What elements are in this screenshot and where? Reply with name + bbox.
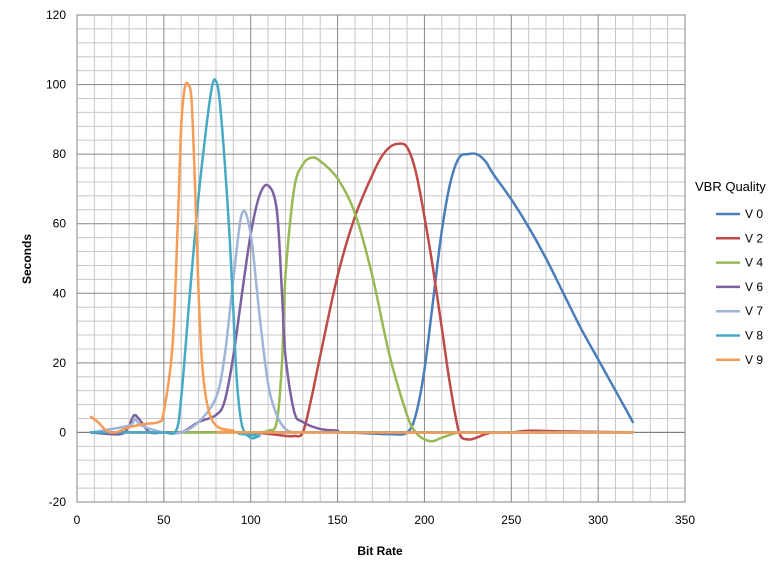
series-line-v-4 (89, 156, 635, 443)
legend-entry-v-8: V 8 (745, 329, 763, 343)
x-tick-label: 200 (414, 513, 434, 527)
y-tick-label: 60 (53, 217, 67, 231)
y-tick-label: 80 (53, 147, 67, 161)
x-axis-label: Bit Rate (357, 544, 403, 558)
y-tick-label: 0 (59, 425, 66, 439)
plot-area-border (76, 14, 686, 503)
series-line-v-8 (89, 78, 635, 440)
y-tick-label: 100 (46, 78, 66, 92)
series-lines (89, 78, 635, 443)
legend-entry-v-0: V 0 (745, 207, 763, 221)
legend-entry-v-6: V 6 (745, 280, 763, 294)
legend-entry-v-4: V 4 (745, 256, 763, 270)
x-tick-label: 150 (328, 513, 348, 527)
x-tick-label: 350 (675, 513, 695, 527)
legend-entry-v-7: V 7 (745, 304, 763, 318)
tick-labels: 0 50 100 150 200 250 300 350 -20 0 20 40 60 80 100 120 (46, 8, 695, 527)
legend-entry-v-9: V 9 (745, 353, 763, 367)
x-tick-label: 300 (588, 513, 608, 527)
x-tick-label: 50 (157, 513, 171, 527)
x-tick-label: 0 (74, 513, 81, 527)
series-line-v-9 (89, 81, 635, 434)
x-tick-label: 100 (241, 513, 261, 527)
legend-title: VBR Quality (695, 179, 766, 194)
y-tick-label: -20 (49, 495, 67, 509)
y-tick-label: 40 (53, 286, 67, 300)
legend-entry-v-2: V 2 (745, 231, 763, 245)
x-tick-label: 250 (501, 513, 521, 527)
legend: VBR Quality V 0 V 2 V 4 V 6 V 7 V 8 V 9 (695, 179, 766, 367)
y-tick-label: 120 (46, 8, 66, 22)
y-axis-label: Seconds (20, 234, 34, 284)
y-tick-label: 20 (53, 356, 67, 370)
